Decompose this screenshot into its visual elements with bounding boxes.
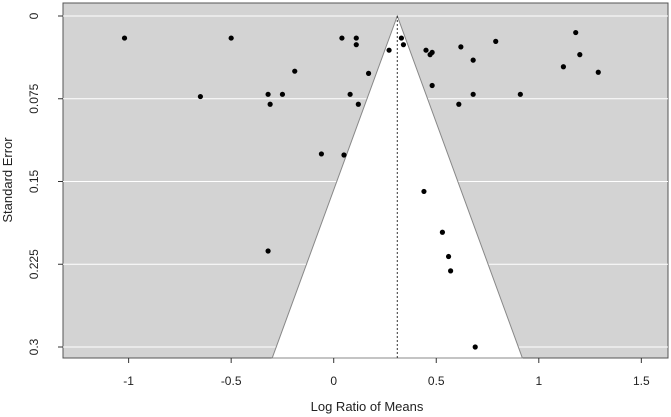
data-point-19	[423, 47, 429, 53]
data-point-5	[279, 91, 286, 97]
data-point-15	[365, 70, 372, 76]
data-point-27	[456, 101, 462, 107]
data-point-30	[470, 91, 476, 97]
data-point-0	[121, 35, 128, 41]
x-tick-label: 1.5	[633, 374, 650, 388]
data-point-14	[355, 101, 361, 107]
data-point-4	[267, 101, 273, 107]
data-point-17	[398, 35, 404, 41]
data-point-12	[341, 152, 347, 158]
data-point-3	[265, 91, 271, 97]
x-axis: -1 -0.5 0 0.5 1 1.5	[123, 358, 650, 388]
y-axis-label: Standard Error	[0, 137, 15, 223]
data-point-9	[339, 35, 345, 41]
data-point-22	[429, 82, 435, 89]
data-point-13	[347, 91, 353, 97]
data-point-16	[386, 47, 392, 53]
data-point-2	[197, 93, 204, 100]
data-point-6	[292, 68, 298, 74]
data-point-1	[228, 35, 234, 41]
data-point-18	[400, 42, 407, 48]
data-points	[121, 29, 601, 350]
y-axis: 0 0.075 0.15 0.225 0.3	[27, 12, 63, 355]
data-point-25	[445, 253, 452, 260]
funnel-triangle	[271, 14, 524, 359]
data-point-10	[353, 35, 359, 41]
data-point-31	[472, 344, 478, 350]
data-point-8	[265, 248, 271, 254]
data-point-21	[429, 49, 435, 56]
data-point-28	[458, 44, 464, 50]
y-tick-label: 0.075	[27, 83, 41, 113]
y-tick-label: 0	[27, 12, 41, 19]
y-tick-label: 0.3	[27, 338, 41, 355]
data-point-11	[353, 42, 359, 48]
y-tick-label: 0.15	[27, 169, 41, 193]
data-point-23	[421, 188, 427, 195]
data-point-36	[577, 52, 583, 58]
data-point-35	[573, 29, 579, 36]
data-point-33	[517, 91, 523, 97]
x-tick-label: -1	[123, 374, 134, 388]
x-tick-label: 0.5	[428, 374, 445, 388]
data-point-26	[448, 268, 454, 274]
y-tick-label: 0.225	[27, 249, 41, 279]
data-point-7	[318, 151, 325, 157]
x-tick-label: 0	[330, 374, 337, 388]
data-point-37	[595, 69, 601, 75]
data-point-29	[470, 57, 476, 63]
data-point-24	[439, 229, 446, 235]
data-point-34	[560, 64, 567, 70]
x-tick-label: 1	[535, 374, 542, 388]
data-point-32	[493, 38, 499, 44]
x-axis-label: Log Ratio of Means	[311, 399, 424, 414]
x-tick-label: -0.5	[221, 374, 242, 388]
